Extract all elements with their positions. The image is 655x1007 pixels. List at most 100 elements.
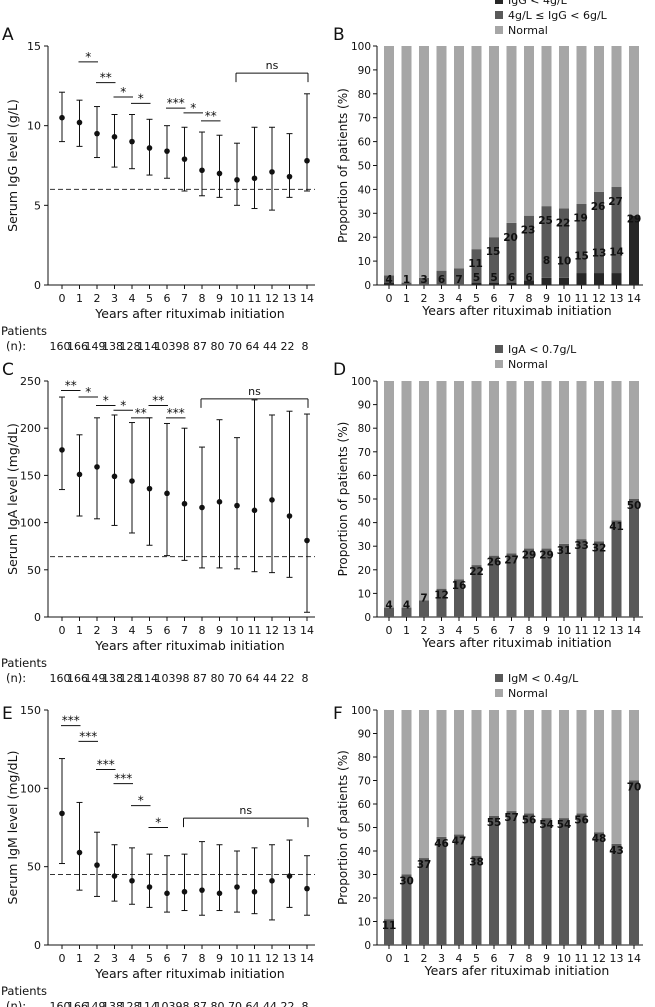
data-point [286,513,293,519]
bar-data-label: 11 [382,920,397,932]
bar-segment [541,277,552,285]
x-tick-label: 3 [438,292,445,305]
bar-segment [454,381,464,580]
bar-data-label: 47 [452,836,467,848]
data-point [111,134,118,140]
bar-segment [559,277,569,285]
patients-count: 8 [302,1000,309,1007]
data-point [251,175,258,182]
y-tick-label: 60 [358,137,371,149]
bar-segment [629,710,639,781]
patients-count: 128 [120,1000,141,1007]
data-point [216,890,223,897]
patients-count: 70 [228,340,242,353]
patients-count: 8 [302,672,309,685]
x-tick-label: 4 [129,292,136,305]
legend-swatch [495,11,503,19]
data-point [59,810,65,817]
bar-segment [576,381,587,540]
patients-count: 160 [50,672,71,685]
x-tick-label: 2 [421,624,428,637]
data-point [304,157,310,164]
data-point [164,148,170,154]
bar-segment [471,855,482,945]
significance-label: ** [205,109,217,123]
patients-count: 64 [246,1000,260,1007]
patients-count: 149 [85,672,106,685]
x-tick-label: 9 [216,624,223,637]
bar-segment [576,203,587,274]
bar-data-label: 12 [434,590,449,602]
bar-data-label: 15 [486,246,501,258]
x-tick-label: 13 [283,952,297,965]
bar-segment [576,813,587,945]
bar-segment [506,282,517,285]
y-axis-label: Serum IgM level (mg/dL) [5,751,20,905]
x-tick-label: 3 [111,952,118,965]
bar-segment [506,553,517,617]
x-tick-label: 14 [300,292,314,305]
bar-data-label: 29 [522,550,537,562]
patients-count: 22 [281,340,295,353]
x-tick-label: 4 [129,952,136,965]
y-tick-label: 10 [27,120,41,133]
patients-count: 160 [50,340,71,353]
bar-segment [611,46,622,188]
data-point [111,873,118,879]
patients-count: 64 [246,672,260,685]
data-point [129,138,135,145]
bar-data-label: 22 [469,566,484,578]
y-tick-label: 30 [358,870,371,882]
bar-segment [559,46,569,209]
bar-segment [419,277,429,285]
x-tick-label: 14 [627,292,641,305]
x-tick-label: 9 [216,952,223,965]
data-point [304,885,310,892]
bar-segment [524,710,534,814]
x-tick-label: 13 [610,624,624,637]
y-tick-label: 20 [358,232,371,244]
bar-segment [611,273,622,285]
x-tick-label: 10 [557,292,571,305]
x-tick-label: 2 [94,292,101,305]
patients-count: 138 [102,1000,123,1007]
x-tick-label: 5 [473,624,480,637]
patients-count: 70 [228,1000,242,1007]
bar-segment [436,381,447,589]
bar-data-label: 6 [438,274,445,286]
patients-count: 70 [228,672,242,685]
bar-segment [384,46,394,276]
bar-data-label: 48 [592,833,607,845]
data-point [164,890,170,897]
significance-label: * [103,394,109,408]
x-tick-label: 11 [575,292,589,305]
x-tick-label: 1 [76,624,83,637]
patients-count: 44 [263,1000,277,1007]
x-tick-label: 11 [575,952,589,965]
bar-segment [541,818,552,945]
bar-segment [436,588,447,617]
patients-count: 44 [263,340,277,353]
bar-data-label: 27 [504,554,519,566]
significance-label: * [85,385,91,399]
bar-segment [506,222,517,283]
bar-data-label: 56 [522,814,537,826]
bar-data-label: 8 [543,255,550,267]
patients-n-label: (n): [6,671,26,685]
patients-count: 87 [193,1000,207,1007]
x-tick-label: 11 [575,624,589,637]
patients-count: 80 [211,672,225,685]
bar-data-label: 1 [403,274,410,286]
bar-segment [594,832,604,945]
y-tick-label: 90 [358,729,371,741]
panel-letter: E [2,704,13,724]
bar-segment [576,539,587,617]
bar-segment [594,46,604,192]
bar-segment [471,282,482,285]
bar-segment [524,46,534,216]
y-tick-label: 10 [358,588,371,600]
patients-n-label: (n): [6,999,26,1007]
legend-entry: Normal [508,358,548,371]
